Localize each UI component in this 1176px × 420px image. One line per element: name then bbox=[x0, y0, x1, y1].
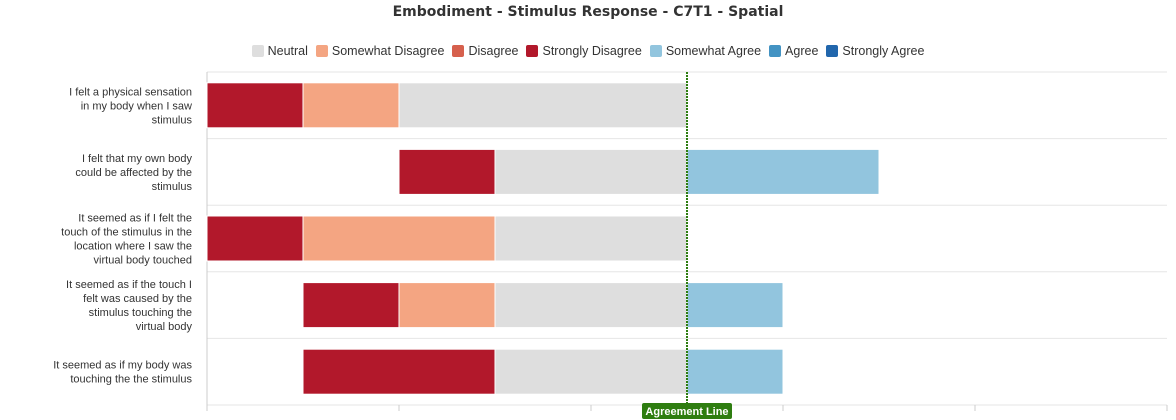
legend-label: Neutral bbox=[267, 44, 308, 58]
bar-somewhat-agree bbox=[686, 348, 784, 395]
legend-label: Strongly Agree bbox=[842, 44, 925, 58]
legend-item-agree[interactable]: Agree bbox=[769, 44, 818, 58]
legend-item-disagree[interactable]: Disagree bbox=[452, 44, 518, 58]
bar-strongly-disagree bbox=[206, 215, 304, 262]
legend-label: Disagree bbox=[468, 44, 519, 58]
legend-swatch bbox=[826, 45, 839, 57]
bar-somewhat-agree bbox=[686, 282, 784, 329]
legend-item-somewhat-agree[interactable]: Somewhat Agree bbox=[649, 44, 762, 58]
legend-label: Strongly Disagree bbox=[542, 44, 642, 58]
legend-swatch bbox=[526, 45, 539, 57]
legend-item-somewhat-disagree[interactable]: Somewhat Disagree bbox=[315, 44, 445, 58]
bar-somewhat-disagree bbox=[302, 82, 400, 129]
legend-swatch bbox=[649, 45, 662, 57]
category-label: I felt that my own body could be affected… bbox=[75, 153, 192, 193]
bar-neutral bbox=[398, 82, 688, 129]
legend-label: Somewhat Agree bbox=[665, 44, 762, 58]
legend-item-strongly-agree[interactable]: Strongly Agree bbox=[826, 44, 924, 58]
category-label: I felt a physical sensation in my body wh… bbox=[69, 86, 192, 126]
legend-label: Agree bbox=[785, 44, 819, 58]
bar-neutral bbox=[494, 215, 688, 262]
legend-label: Somewhat Disagree bbox=[331, 44, 445, 58]
category-label: It seemed as if I felt the touch of the s… bbox=[61, 213, 192, 267]
legend-item-neutral[interactable]: Neutral bbox=[251, 44, 308, 58]
legend-item-strongly-disagree[interactable]: Strongly Disagree bbox=[526, 44, 642, 58]
agreement-line-label: Agreement Line bbox=[645, 406, 728, 418]
category-label: It seemed as if my body was touching the … bbox=[53, 360, 192, 386]
bar-neutral bbox=[494, 282, 688, 329]
chart-title: Embodiment - Stimulus Response - C7T1 - … bbox=[392, 4, 784, 20]
bar-somewhat-disagree bbox=[398, 282, 496, 329]
bar-strongly-disagree bbox=[206, 82, 304, 129]
bar-strongly-disagree bbox=[398, 148, 496, 195]
legend-swatch bbox=[315, 45, 328, 57]
legend: Neutral Somewhat Disagree Disagree Strongly… bbox=[0, 44, 1176, 58]
legend-swatch bbox=[452, 45, 465, 57]
bar-strongly-disagree bbox=[302, 348, 496, 395]
bar-somewhat-disagree bbox=[302, 215, 496, 262]
bar-strongly-disagree bbox=[302, 282, 400, 329]
bar-somewhat-agree bbox=[686, 148, 880, 195]
bar-neutral bbox=[494, 348, 688, 395]
legend-swatch bbox=[769, 45, 782, 57]
bar-neutral bbox=[494, 148, 688, 195]
agreement-line-badge bbox=[642, 403, 732, 419]
legend-swatch bbox=[251, 45, 264, 57]
